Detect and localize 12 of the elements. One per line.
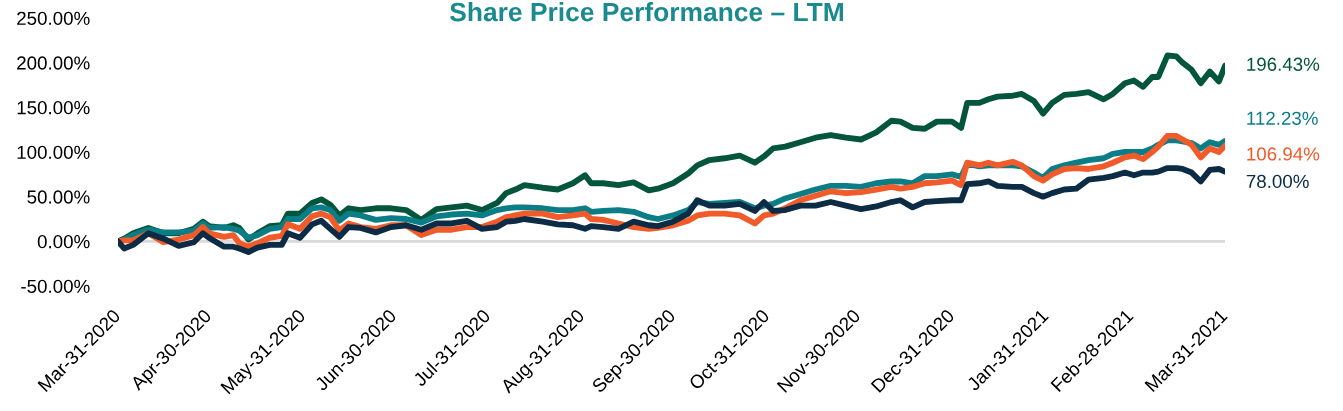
y-tick-label: 0.00% bbox=[37, 235, 90, 249]
chart-title: Share Price Performance – LTM bbox=[450, 2, 843, 22]
data-label: 112.23% bbox=[1247, 111, 1318, 125]
y-tick-label: 100.00% bbox=[17, 145, 90, 159]
data-label: 106.94% bbox=[1247, 147, 1320, 161]
y-tick-label: 150.00% bbox=[17, 101, 90, 115]
data-label: 196.43% bbox=[1247, 57, 1320, 71]
y-tick-label: -50.00% bbox=[21, 279, 90, 293]
y-tick-label: 50.00% bbox=[27, 190, 90, 204]
data-label: 78.00% bbox=[1246, 174, 1309, 189]
y-tick-label: 250.00% bbox=[17, 11, 90, 25]
y-tick-label: 200.00% bbox=[17, 56, 90, 70]
